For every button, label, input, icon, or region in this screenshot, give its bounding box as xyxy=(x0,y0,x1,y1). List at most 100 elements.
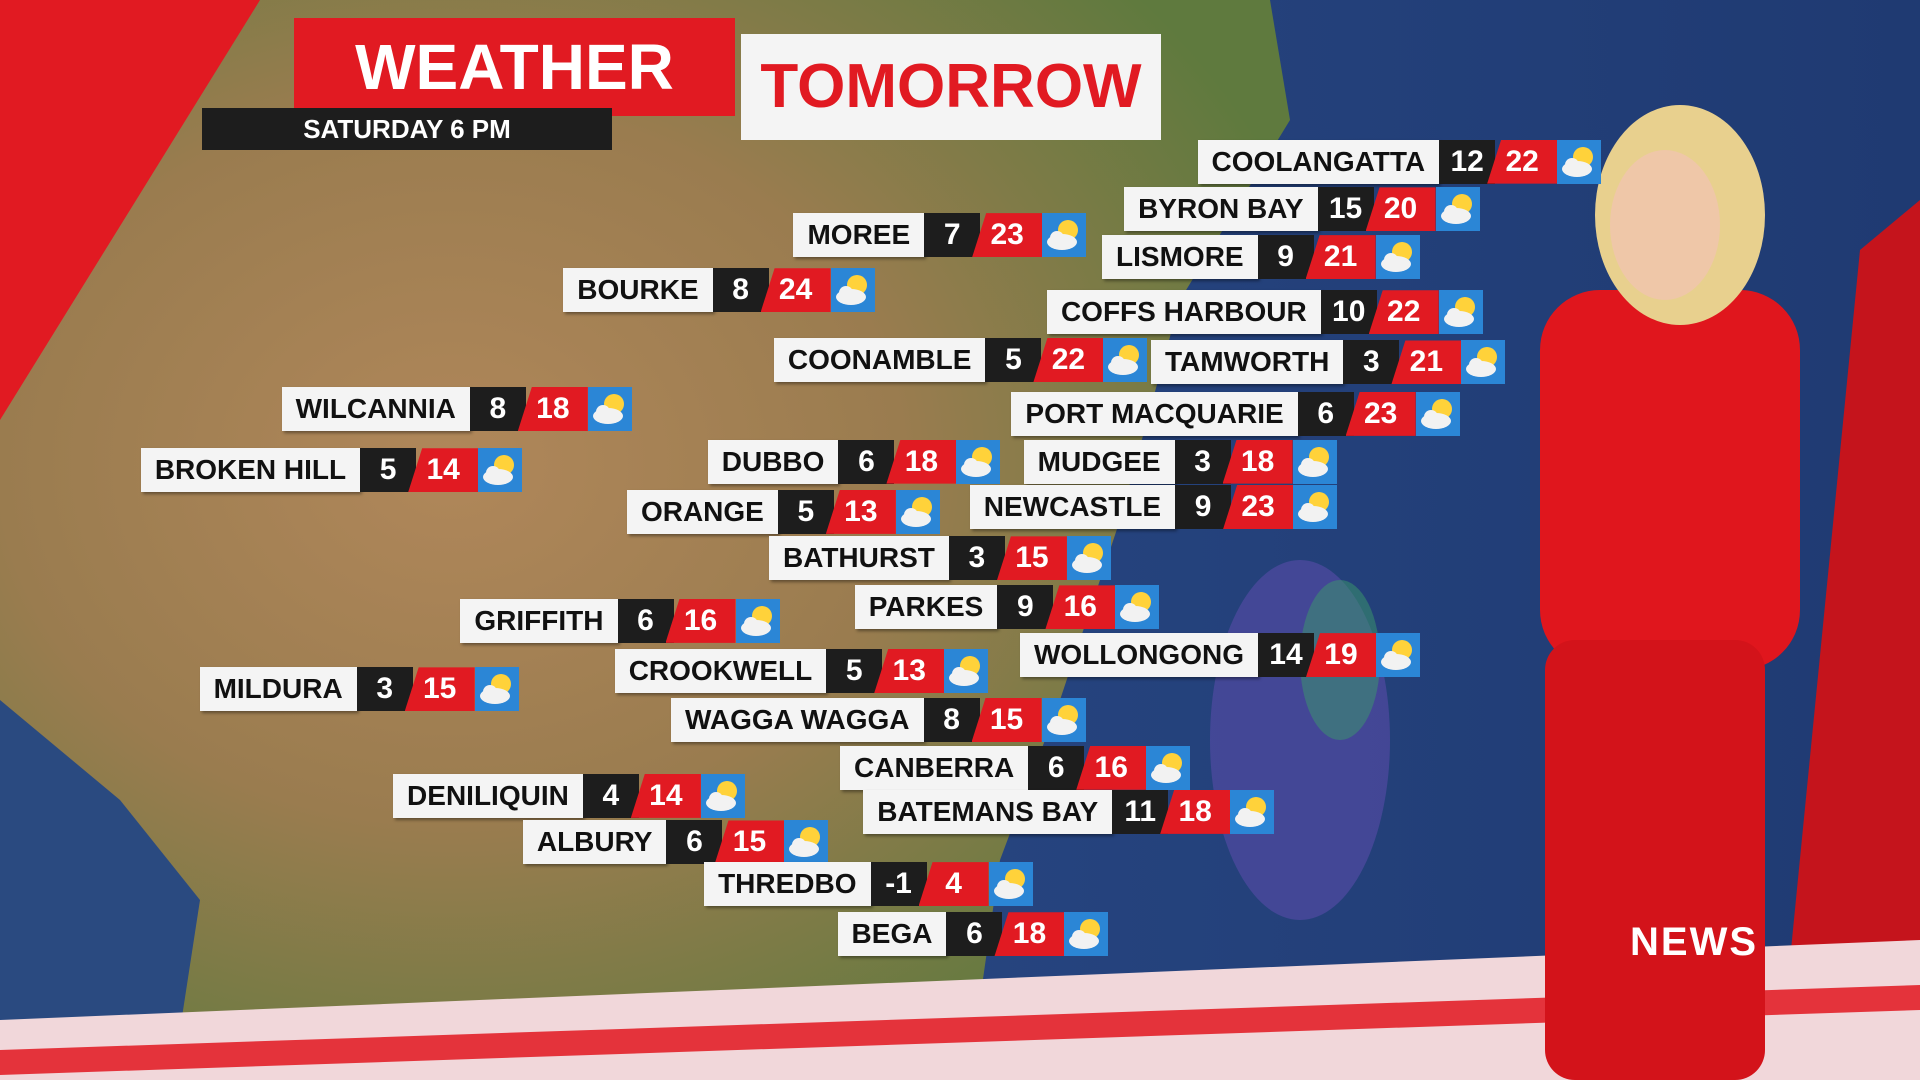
weather-icon-art xyxy=(1047,220,1079,251)
min-temp: 10 xyxy=(1320,290,1377,335)
weather-icon-art xyxy=(1297,446,1329,477)
weather-icon xyxy=(735,598,780,643)
city-name: BEGA xyxy=(837,912,947,957)
weather-icon xyxy=(700,773,745,818)
max-temp: 18 xyxy=(1160,789,1231,834)
city-name: COONAMBLE xyxy=(773,338,986,382)
weather-icon xyxy=(1146,745,1191,790)
city-row: COFFS HARBOUR 10 22 xyxy=(1046,290,1483,335)
weather-icon-art xyxy=(1562,146,1594,177)
city-row: WILCANNIA 8 18 xyxy=(281,386,632,431)
min-temp: 7 xyxy=(924,213,981,258)
max-temp: 14 xyxy=(408,448,479,493)
city-row: DENILIQUIN 4 14 xyxy=(393,773,745,818)
city-row: CROOKWELL 5 13 xyxy=(614,649,989,694)
city-row: DUBBO 6 18 xyxy=(707,439,1001,484)
weather-icon-art xyxy=(483,455,515,486)
weather-icon xyxy=(1375,633,1420,678)
title-highlight: TOMORROW xyxy=(741,34,1161,140)
weather-icon-art xyxy=(1443,297,1475,328)
city-row: WOLLONGONG 14 19 xyxy=(1020,633,1420,678)
city-row: MILDURA 3 15 xyxy=(199,667,519,712)
weather-icon-art xyxy=(592,393,624,424)
weather-icon xyxy=(784,820,829,865)
weather-icon xyxy=(988,862,1033,907)
weather-icon xyxy=(1292,439,1337,484)
min-temp: 14 xyxy=(1257,633,1314,678)
weather-icon-art xyxy=(789,827,821,858)
weather-icon xyxy=(587,386,632,431)
weather-icon-art xyxy=(1151,752,1183,783)
min-temp: 6 xyxy=(1297,391,1354,436)
city-row: GRIFFITH 6 16 xyxy=(460,598,780,643)
min-temp: 12 xyxy=(1439,139,1496,184)
min-temp: 3 xyxy=(948,536,1005,581)
max-temp: 23 xyxy=(972,213,1043,258)
city-row: BYRON BAY 15 20 xyxy=(1124,187,1480,232)
weather-icon xyxy=(1557,139,1602,184)
weather-icon-art xyxy=(949,656,981,687)
city-row: BOURKE 8 24 xyxy=(563,268,875,313)
weather-icon-art xyxy=(1069,919,1101,950)
city-name: WAGGA WAGGA xyxy=(671,698,924,742)
weather-icon-art xyxy=(740,605,772,636)
city-row: BROKEN HILL 5 14 xyxy=(140,448,523,493)
city-name: ORANGE xyxy=(626,489,778,534)
max-temp: 21 xyxy=(1391,340,1462,385)
city-row: ALBURY 6 15 xyxy=(522,820,829,865)
max-temp: 19 xyxy=(1305,633,1376,678)
max-temp: 20 xyxy=(1365,187,1436,232)
city-name: BYRON BAY xyxy=(1124,187,1318,232)
city-name: WOLLONGONG xyxy=(1020,633,1258,678)
min-temp: 6 xyxy=(617,598,674,643)
city-row: WAGGA WAGGA 8 15 xyxy=(671,698,1086,742)
max-temp: 13 xyxy=(825,489,896,534)
city-row: CANBERRA 6 16 xyxy=(840,745,1191,790)
city-name: BATHURST xyxy=(768,536,949,581)
city-name: COOLANGATTA xyxy=(1197,139,1440,184)
city-name: MILDURA xyxy=(199,667,357,712)
max-temp: 14 xyxy=(630,773,701,818)
max-temp: 23 xyxy=(1223,484,1294,529)
logo: NEWS xyxy=(1630,920,1758,964)
city-name: TAMWORTH xyxy=(1151,340,1344,385)
weather-icon-art xyxy=(835,275,867,306)
weather-icon xyxy=(1066,536,1111,581)
min-temp: 8 xyxy=(712,268,769,313)
city-name: BOURKE xyxy=(563,268,713,313)
city-name: BROKEN HILL xyxy=(140,448,361,493)
max-temp: 15 xyxy=(714,820,785,865)
weather-icon xyxy=(1415,391,1460,436)
weather-icon-art xyxy=(1466,347,1498,378)
min-temp: 5 xyxy=(777,489,834,534)
city-row: MUDGEE 3 18 xyxy=(1023,439,1337,484)
city-name: BATEMANS BAY xyxy=(863,789,1113,834)
min-temp: 5 xyxy=(985,338,1042,382)
min-temp: 5 xyxy=(360,448,417,493)
weather-icon xyxy=(1103,338,1148,382)
city-row: BATEMANS BAY 11 18 xyxy=(863,789,1275,834)
city-row: BATHURST 3 15 xyxy=(768,536,1111,581)
weather-icon-art xyxy=(993,869,1025,900)
city-name: PORT MACQUARIE xyxy=(1011,391,1298,436)
weather-icon-art xyxy=(1108,345,1140,375)
city-row: NEWCASTLE 9 23 xyxy=(969,484,1338,529)
weather-icon xyxy=(1041,698,1086,742)
min-temp: 11 xyxy=(1112,789,1169,834)
weather-icon-art xyxy=(961,446,993,477)
min-temp: 9 xyxy=(997,585,1054,630)
weather-icon xyxy=(1042,213,1087,258)
city-row: COOLANGATTA 12 22 xyxy=(1197,139,1602,184)
min-temp: 6 xyxy=(666,820,723,865)
weather-icon-art xyxy=(479,674,511,705)
city-row: THREDBO -1 4 xyxy=(704,862,1033,907)
min-temp: 6 xyxy=(946,912,1003,957)
city-name: CANBERRA xyxy=(840,745,1029,790)
min-temp: 6 xyxy=(838,439,895,484)
min-temp: 8 xyxy=(469,386,526,431)
min-temp: 9 xyxy=(1257,235,1314,280)
weather-icon-art xyxy=(705,780,737,811)
weather-icon-art xyxy=(1440,194,1472,225)
weather-icon-art xyxy=(1380,242,1412,273)
